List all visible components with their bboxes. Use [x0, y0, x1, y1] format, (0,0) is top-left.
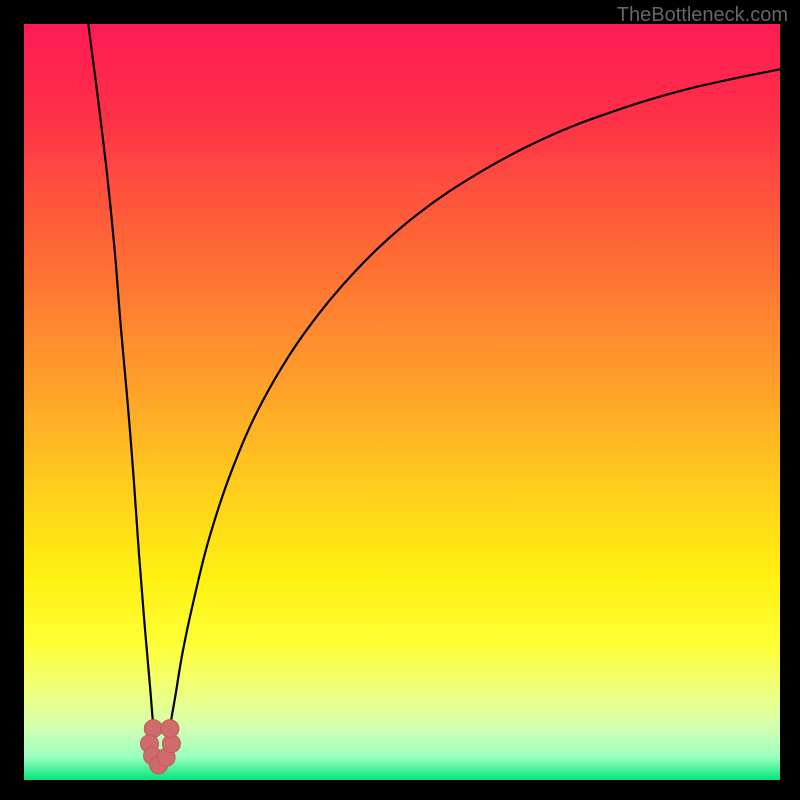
apex-marker [161, 720, 179, 738]
curve-svg [24, 24, 780, 780]
curve-right-branch [166, 69, 780, 749]
plot-outer [0, 0, 800, 800]
watermark-text: TheBottleneck.com [617, 4, 788, 27]
apex-markers [140, 720, 180, 774]
plot-area [24, 24, 780, 780]
chart-container: TheBottleneck.com [0, 0, 800, 800]
curve-left-branch [88, 24, 155, 750]
